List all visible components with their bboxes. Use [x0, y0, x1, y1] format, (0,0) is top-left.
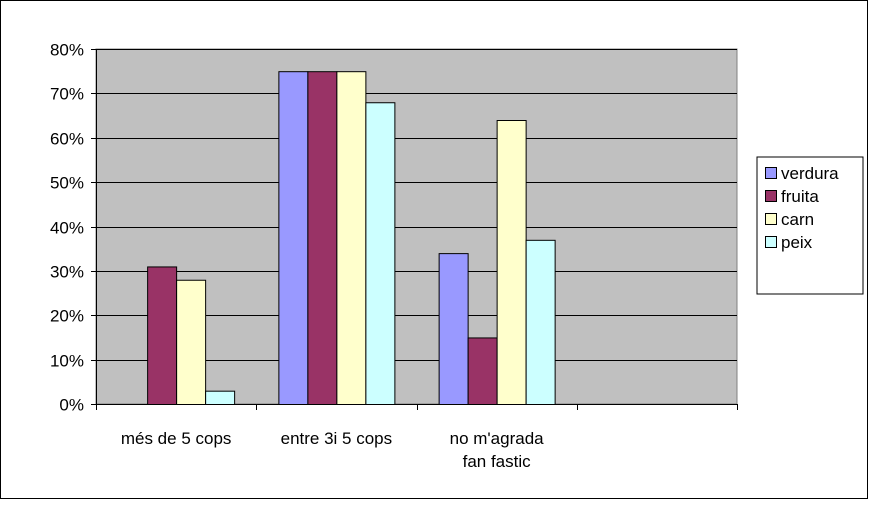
bar-peix: [205, 390, 236, 405]
bar-verdura: [438, 253, 469, 405]
legend-box: [756, 156, 864, 295]
legend-swatch-carn: [765, 213, 777, 225]
y-tick-label: 60%: [50, 130, 84, 149]
y-tick-label: 70%: [50, 85, 84, 104]
bars: [147, 71, 556, 405]
legend-label-verdura: verdura: [781, 164, 839, 183]
legend-label-carn: carn: [781, 210, 814, 229]
y-tick-label: 20%: [50, 307, 84, 326]
bar-fruita: [147, 266, 178, 405]
y-tick-label: 0%: [59, 396, 84, 415]
x-category-label: no m'agrada: [450, 429, 545, 448]
y-tick-label: 50%: [50, 174, 84, 193]
legend: verdura fruita carn peix: [756, 156, 864, 295]
bar-verdura: [278, 71, 309, 405]
x-category-label: entre 3i 5 cops: [281, 429, 393, 448]
legend-label-peix: peix: [781, 233, 813, 252]
legend-swatch-verdura: [765, 167, 777, 179]
y-tick-label: 80%: [50, 41, 84, 60]
axes: 0% 10% 20% 30% 40% 50% 60% 70% 80% més de 5 cops e…: [50, 41, 738, 471]
y-tick-label: 30%: [50, 263, 84, 282]
legend-swatch-peix: [765, 236, 777, 248]
x-category-label: més de 5 cops: [121, 429, 232, 448]
y-tick-label: 10%: [50, 352, 84, 371]
bar-fruita: [467, 337, 498, 405]
bar-peix: [525, 239, 556, 405]
bar-carn: [336, 71, 367, 405]
legend-swatch-fruita: [765, 190, 777, 202]
bar-carn: [176, 279, 207, 405]
legend-label-fruita: fruita: [781, 187, 819, 206]
bar-carn: [496, 120, 527, 405]
bar-fruita: [307, 71, 338, 405]
bar-peix: [365, 102, 396, 405]
x-category-label: fan fastic: [463, 452, 532, 471]
y-tick-label: 40%: [50, 219, 84, 238]
